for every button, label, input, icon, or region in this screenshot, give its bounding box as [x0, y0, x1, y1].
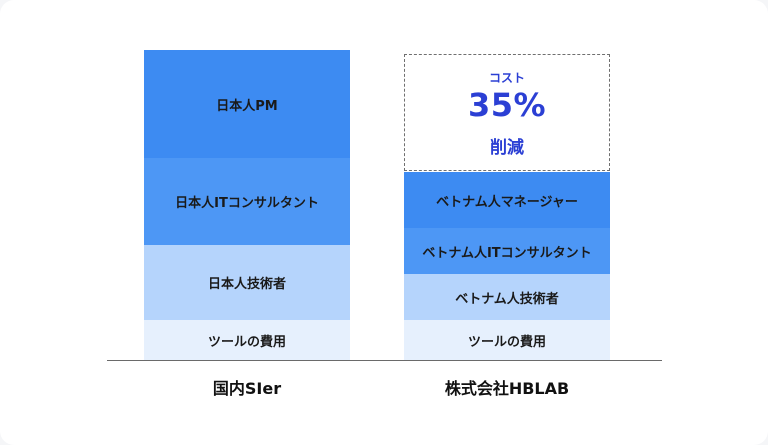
segment-vietnamese-manager: ベトナム人マネージャー	[404, 172, 610, 228]
segment-japanese-it-consultant: 日本人ITコンサルタント	[144, 158, 350, 245]
segment-japanese-pm: 日本人PM	[144, 50, 350, 158]
segment-japanese-engineer: 日本人技術者	[144, 245, 350, 320]
label-domestic-sier: 国内SIer	[212, 379, 282, 398]
segment-tool-cost: ツールの費用	[144, 320, 350, 360]
reduction-caption: コスト	[488, 71, 525, 85]
reduction-box	[404, 54, 610, 171]
segment-vietnamese-engineer: ベトナム人技術者	[404, 274, 610, 320]
reduction-label: 削減	[490, 138, 524, 158]
reduction-percentage: 35%	[467, 86, 547, 124]
label-hblab: 株式会社HBLAB	[444, 379, 570, 398]
segment-tool-cost: ツールの費用	[404, 320, 610, 360]
baseline-divider	[107, 360, 662, 361]
segment-vietnamese-it-consultant: ベトナム人ITコンサルタント	[404, 228, 610, 274]
